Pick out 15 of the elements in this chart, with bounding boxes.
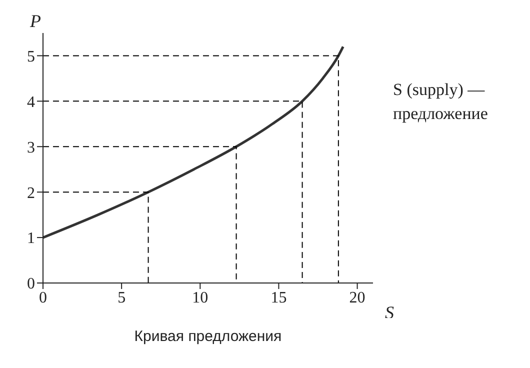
x-tick-label: 0: [39, 289, 47, 306]
x-tick-label: 5: [118, 289, 126, 306]
line-series: [43, 45, 344, 239]
x-tick-label: 20: [349, 289, 366, 306]
y-tick-label: 1: [27, 230, 35, 248]
y-tick-label: 5: [27, 48, 35, 66]
x-tick-label: 10: [192, 289, 208, 306]
y-tick-label: 4: [27, 94, 35, 111]
y-tick-label: 3: [27, 139, 35, 156]
y-tick-label: 0: [27, 276, 35, 293]
text: S (supply) — предложение: [393, 79, 489, 125]
y-tick-label: 2: [27, 184, 35, 202]
y-axis-title: P: [29, 11, 41, 31]
x-tick-label: 15: [270, 289, 287, 306]
text: Кривая предложения: [133, 328, 283, 345]
